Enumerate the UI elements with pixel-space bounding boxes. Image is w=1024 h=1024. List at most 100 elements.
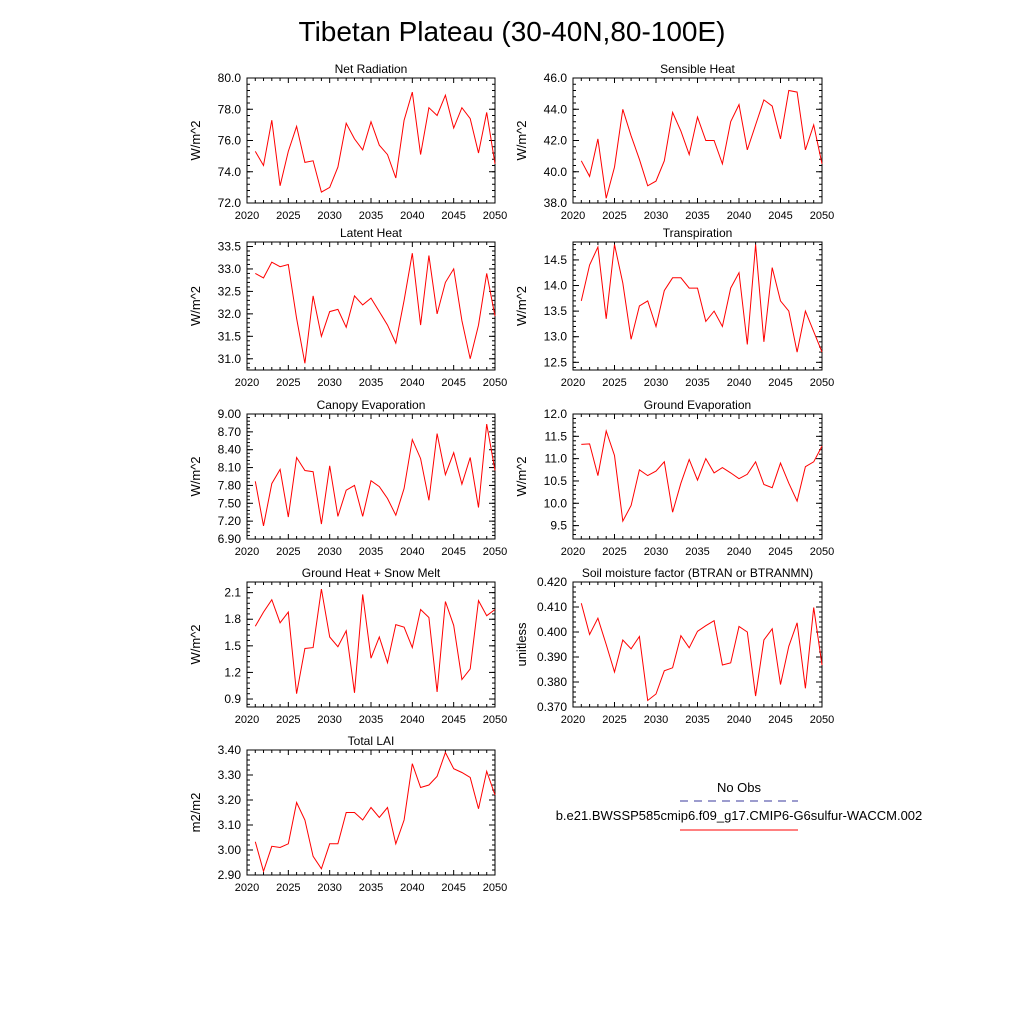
x-tick-label: 2025 (602, 210, 626, 222)
y-tick-label: 8.10 (218, 461, 242, 475)
x-tick-label: 2030 (317, 882, 341, 894)
y-tick-label: 0.9 (224, 692, 241, 706)
panel-8: Soil moisture factor (BTRAN or BTRANMN) u… (514, 566, 834, 726)
series-line (255, 253, 496, 364)
y-tick-label: 9.00 (218, 407, 242, 421)
x-tick-label: 2020 (561, 377, 585, 389)
legend-model-label: b.e21.BWSSP585cmip6.f09_g17.CMIP6-G6sulf… (556, 808, 923, 823)
y-tick-label: 14.5 (544, 253, 568, 267)
x-tick-label: 2025 (276, 377, 300, 389)
y-tick-label: 7.80 (218, 478, 242, 492)
x-tick-label: 2040 (727, 210, 751, 222)
y-tick-label: 40.0 (544, 165, 568, 179)
x-tick-label: 2025 (276, 882, 300, 894)
panel-7: Ground Heat + Snow Melt W/m^2 2020 2025 2030… (188, 566, 507, 726)
x-tick-label: 2050 (810, 377, 834, 389)
plot-frame (246, 413, 496, 540)
x-tick-label: 2020 (561, 714, 585, 726)
x-tick-label: 2045 (441, 882, 465, 894)
x-tick-label: 2050 (483, 882, 507, 894)
y-tick-label: 3.40 (218, 743, 242, 757)
y-tick-label: 10.0 (544, 496, 568, 510)
panel-1: Net Radiation W/m^2 2020 2025 2030 2035 2040 20… (188, 62, 507, 222)
y-tick-label: 3.00 (218, 843, 242, 857)
x-tick-label: 2025 (276, 546, 300, 558)
y-tick-label: 13.0 (544, 330, 568, 344)
plot-frame (572, 581, 823, 708)
x-tick-label: 2050 (810, 210, 834, 222)
y-axis-label: W/m^2 (514, 286, 529, 326)
x-tick-label: 2020 (235, 546, 259, 558)
x-tick-label: 2045 (768, 377, 792, 389)
series-line (254, 589, 496, 694)
series-line (254, 751, 496, 874)
x-tick-label: 2020 (235, 377, 259, 389)
panel-title: Total LAI (348, 734, 395, 748)
y-axis-label: m2/m2 (188, 793, 203, 833)
panel-2: Sensible Heat W/m^2 2020 2025 2030 2035 2040 20… (514, 62, 834, 222)
x-tick-label: 2020 (235, 714, 259, 726)
y-tick-label: 10.5 (544, 474, 568, 488)
y-tick-label: 3.30 (218, 768, 242, 782)
panel-3: Latent Heat W/m^2 2020 2025 2030 2035 2040 2045… (188, 226, 507, 389)
y-tick-label: 11.5 (545, 429, 568, 443)
panel-title: Sensible Heat (660, 62, 735, 76)
panel-6: Ground Evaporation W/m^2 2020 2025 2030 2035 2… (514, 398, 834, 558)
x-tick-label: 2045 (441, 377, 465, 389)
x-tick-label: 2035 (685, 546, 709, 558)
panel-4: Transpiration W/m^2 2020 2025 2030 2035 2040 20… (514, 226, 834, 389)
x-tick-label: 2050 (483, 377, 507, 389)
x-tick-label: 2035 (685, 210, 709, 222)
x-tick-label: 2030 (644, 377, 668, 389)
x-tick-label: 2040 (400, 210, 424, 222)
x-tick-label: 2040 (727, 714, 751, 726)
x-tick-label: 2045 (441, 210, 465, 222)
y-tick-label: 0.410 (537, 600, 567, 614)
series-line (580, 603, 823, 702)
x-tick-label: 2040 (400, 882, 424, 894)
y-tick-label: 76.0 (218, 134, 242, 148)
x-tick-label: 2025 (602, 377, 626, 389)
y-tick-label: 72.0 (218, 196, 242, 210)
y-tick-label: 11.0 (545, 452, 568, 466)
y-tick-label: 13.5 (544, 304, 568, 318)
x-tick-label: 2040 (727, 546, 751, 558)
y-tick-label: 2.90 (218, 868, 242, 882)
y-tick-label: 1.5 (224, 639, 241, 653)
y-tick-label: 78.0 (218, 102, 242, 116)
plot-frame (246, 749, 496, 876)
panel-9: Total LAI m2/m2 2020 2025 2030 2035 2040 2045 20… (188, 734, 507, 894)
y-tick-label: 9.5 (550, 519, 567, 533)
series-line (580, 244, 823, 353)
x-tick-label: 2035 (359, 882, 383, 894)
y-tick-label: 44.0 (544, 102, 568, 116)
y-tick-label: 7.20 (218, 514, 242, 528)
y-tick-label: 7.50 (218, 496, 242, 510)
y-tick-label: 3.10 (218, 818, 242, 832)
y-tick-label: 42.0 (544, 134, 568, 148)
y-axis-label: W/m^2 (514, 120, 529, 160)
x-tick-label: 2035 (359, 210, 383, 222)
panel-title: Latent Heat (340, 226, 403, 240)
x-tick-label: 2020 (235, 882, 259, 894)
x-tick-label: 2030 (317, 377, 341, 389)
x-tick-label: 2045 (768, 210, 792, 222)
panel-title: Transpiration (663, 226, 733, 240)
y-axis-label: unitless (514, 622, 529, 667)
x-tick-label: 2045 (441, 714, 465, 726)
x-tick-label: 2045 (768, 546, 792, 558)
panel-title: Ground Evaporation (644, 398, 751, 412)
x-tick-label: 2025 (276, 210, 300, 222)
plot-frame (246, 581, 496, 708)
x-tick-label: 2040 (400, 714, 424, 726)
x-tick-label: 2050 (810, 546, 834, 558)
y-tick-label: 80.0 (218, 71, 242, 85)
y-axis-label: W/m^2 (188, 624, 203, 664)
y-tick-label: 38.0 (544, 196, 568, 210)
y-axis-label: W/m^2 (188, 456, 203, 496)
panel-5: Canopy Evaporation W/m^2 2020 2025 2030 2035 2… (188, 398, 507, 558)
y-tick-label: 31.0 (218, 352, 242, 366)
y-tick-label: 33.5 (218, 239, 242, 253)
y-tick-label: 2.1 (224, 586, 241, 600)
figure-title: Tibetan Plateau (30-40N,80-100E) (299, 16, 726, 47)
